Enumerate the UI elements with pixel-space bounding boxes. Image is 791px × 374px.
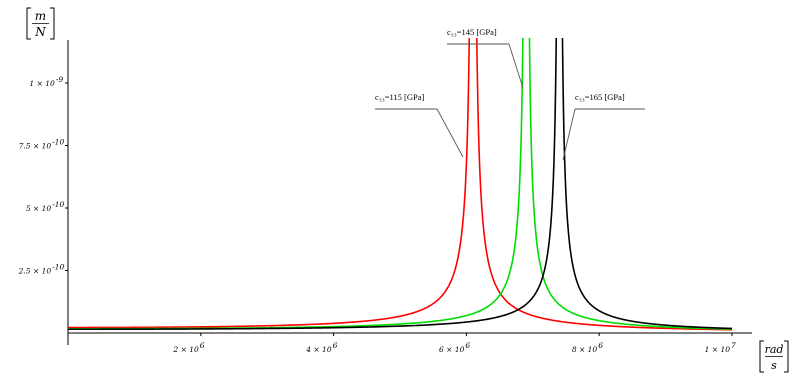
y-axis-label-num: m [35, 9, 46, 23]
x-tick-label: 2 × 10 [172, 345, 199, 354]
annotation-leader [436, 108, 464, 158]
x-tick-label: 4 × 10 [305, 345, 332, 354]
axes [67, 40, 752, 345]
x-tick-label: 1 × 10 [705, 345, 731, 354]
x-tick-label: 6 × 10 [439, 345, 465, 354]
x-tick-exponent: 6 [465, 341, 470, 350]
x-tick-label: 8 × 10 [572, 345, 598, 354]
x-tick-exponent: 6 [200, 341, 205, 350]
x-axis-label-num: rad [765, 343, 784, 356]
y-tick-label: 7.5 × 10 [19, 142, 52, 151]
series-line [68, 37, 558, 331]
series-line [528, 37, 733, 330]
y-tick-exponent: -10 [52, 263, 64, 272]
x-tick-exponent: 6 [333, 341, 338, 350]
x-tick-exponent: 7 [731, 341, 736, 350]
y-tick-exponent: -10 [52, 200, 64, 209]
y-tick-label: 1 × 10 [29, 79, 55, 88]
series-line [561, 37, 733, 330]
annotation-label: c₃₃=115 [GPa] [375, 92, 425, 102]
series-line [68, 37, 471, 329]
y-tick-label: 2.5 × 10 [18, 267, 52, 276]
annotation-label: c₃₃=145 [GPa] [447, 27, 497, 37]
y-tick-label: 5 × 10 [26, 204, 52, 213]
series-line [476, 37, 733, 331]
annotation-leader [508, 43, 524, 89]
y-tick-exponent: -9 [56, 75, 64, 84]
series-line [68, 37, 524, 330]
x-axis-label: rad s [759, 340, 789, 373]
y-axis-label: m N [26, 7, 55, 40]
y-axis-label-den: N [34, 25, 46, 39]
annotation-label: c₃₃=165 [GPa] [575, 92, 625, 102]
x-axis-label-den: s [771, 359, 777, 372]
y-tick-exponent: -10 [52, 138, 64, 147]
x-tick-exponent: 6 [598, 341, 603, 350]
annotation-leader [562, 108, 576, 161]
